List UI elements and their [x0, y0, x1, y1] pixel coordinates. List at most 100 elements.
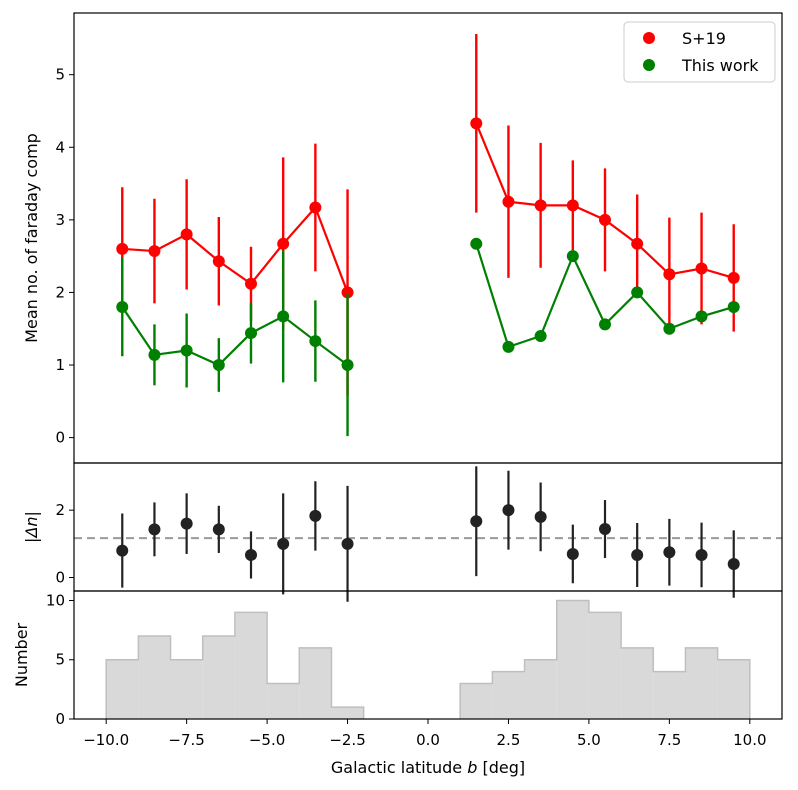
middle-panel: 0 2 |Δn|: [22, 462, 783, 602]
legend-marker-0: [643, 32, 655, 44]
series-0-point: [599, 213, 611, 226]
series-1-point: [566, 250, 579, 263]
bot-ytick-label-2: 10: [46, 591, 65, 609]
series-1-point: [309, 335, 322, 348]
histogram-bar: [170, 659, 203, 719]
series-1-point: [341, 359, 354, 372]
series-1-point: [245, 327, 257, 340]
delta-point: [663, 546, 676, 559]
delta-point: [502, 504, 515, 517]
histogram-outline: [105, 599, 751, 719]
histogram-bar: [106, 659, 139, 719]
histogram-bar: [588, 612, 622, 719]
series-0-point: [534, 199, 547, 212]
xtick-label-6: 5.0: [577, 731, 601, 749]
series-1-point: [502, 340, 515, 353]
series-1-point: [470, 237, 483, 250]
series-0-point: [309, 201, 322, 214]
delta-point: [631, 548, 644, 561]
series-1-point: [695, 310, 708, 323]
series-0-point: [277, 237, 290, 250]
bottom-panel: 0 5 10 Number: [12, 590, 783, 728]
xtick-label-1: −7.5: [168, 731, 204, 749]
series-0-point: [180, 228, 193, 241]
series-1-point: [148, 348, 161, 361]
series-1-point: [534, 329, 547, 342]
legend: S+19 This work: [623, 21, 776, 83]
series-0-point: [663, 268, 676, 281]
histogram-bar: [138, 636, 171, 719]
series-1-point: [727, 300, 740, 313]
histogram-bar: [524, 659, 557, 719]
delta-point: [245, 548, 257, 561]
series-1-point: [180, 344, 193, 357]
series-0-point: [470, 117, 483, 130]
histogram-bar: [267, 683, 300, 719]
series-1-point: [663, 322, 676, 335]
delta-point: [116, 544, 129, 557]
x-axis-label: Galactic latitude b [deg]: [331, 758, 525, 777]
series-0-point: [727, 271, 740, 284]
bot-ytick-label-1: 5: [55, 651, 65, 669]
histogram-bar: [299, 647, 332, 719]
legend-label-1: This work: [681, 56, 759, 75]
top-ytick-label-0: 0: [55, 429, 65, 447]
histogram-bar: [460, 683, 493, 719]
top-ytick-label-1: 1: [55, 356, 65, 374]
series-0-point: [341, 286, 354, 299]
delta-point: [695, 548, 708, 561]
xtick-label-0: −10.0: [83, 731, 129, 749]
series-0-point: [116, 242, 129, 255]
top-ylabel: Mean no. of faraday comp: [22, 133, 41, 343]
histogram-bar: [492, 671, 525, 719]
x-axis: −10.0 −7.5 −5.0 −2.5 0.0 2.5 5.0 7.5 10.0 Galacti…: [83, 719, 767, 777]
delta-point: [470, 515, 483, 528]
bot-ytick-label-0: 0: [55, 710, 65, 728]
delta-point: [309, 509, 322, 522]
histogram-bar: [685, 647, 718, 719]
xtick-label-7: 7.5: [657, 731, 681, 749]
mid-ylabel: |Δn|: [22, 511, 41, 543]
series-0-point: [212, 255, 225, 268]
series-0-point: [245, 277, 257, 290]
delta-point: [534, 510, 547, 523]
series-1-point: [212, 359, 225, 372]
delta-point: [277, 537, 290, 550]
series-1-point: [116, 300, 129, 313]
delta-point: [599, 523, 611, 536]
xtick-label-5: 2.5: [497, 731, 521, 749]
histogram-bar: [234, 612, 268, 719]
mid-ytick-label-0: 0: [55, 569, 65, 587]
histogram-bar: [717, 659, 750, 719]
xtick-label-2: −5.0: [249, 731, 285, 749]
xtick-label-4: 0.0: [416, 731, 440, 749]
delta-point: [341, 537, 354, 550]
bot-ylabel: Number: [12, 622, 31, 687]
mid-frame: [73, 462, 783, 592]
delta-point: [212, 523, 225, 536]
series-1-point: [631, 286, 644, 299]
histogram-bar: [202, 636, 235, 719]
series-0-point: [631, 237, 644, 250]
top-ytick-label-4: 4: [55, 138, 65, 156]
top-ytick-label-2: 2: [55, 283, 65, 301]
mid-ytick-label-1: 2: [55, 501, 65, 519]
delta-point: [566, 547, 579, 560]
series-0-point: [695, 262, 708, 275]
delta-point: [727, 558, 740, 571]
series-0-point: [148, 245, 161, 258]
legend-box: [623, 21, 776, 83]
series-1-point: [277, 310, 290, 323]
top-panel: 0 1 2 3 4 5 Mean no. of faraday comp: [22, 12, 783, 464]
legend-label-0: S+19: [682, 29, 726, 48]
histogram-bar: [556, 600, 589, 719]
histogram-bar: [653, 671, 686, 719]
series-0-point: [566, 199, 579, 212]
delta-point: [180, 517, 193, 530]
series-0-point: [502, 195, 515, 208]
legend-marker-1: [643, 59, 655, 71]
top-ytick-label-3: 3: [55, 211, 65, 229]
top-ytick-label-5: 5: [55, 66, 65, 84]
histogram-bar: [331, 707, 364, 719]
